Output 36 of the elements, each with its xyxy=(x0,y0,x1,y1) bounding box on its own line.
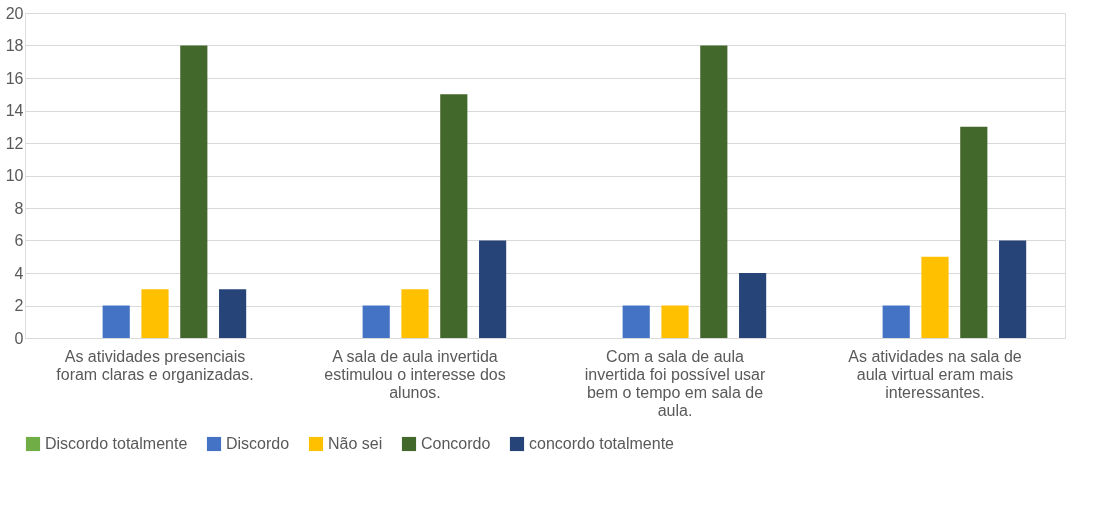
legend-label: concordo totalmente xyxy=(529,435,675,452)
y-tick-label: 4 xyxy=(14,264,24,282)
bar xyxy=(479,240,507,338)
y-tick-label: 6 xyxy=(14,232,24,249)
bar xyxy=(401,289,429,338)
bar xyxy=(219,289,247,338)
y-tick-label: 12 xyxy=(5,134,24,152)
bar xyxy=(960,126,988,338)
bar xyxy=(999,240,1027,338)
bar xyxy=(102,305,130,338)
bar xyxy=(141,289,169,338)
legend-label: Discordo xyxy=(226,435,290,452)
bar xyxy=(700,45,728,338)
y-tick-label: 8 xyxy=(14,199,24,217)
y-tick-label: 2 xyxy=(14,297,24,314)
x-tick-label: As atividades presenciais foram claras e organizadas. xyxy=(56,347,254,383)
bar xyxy=(622,305,650,338)
bar xyxy=(362,305,390,338)
y-tick-label: 20 xyxy=(5,4,24,22)
y-tick-label: 10 xyxy=(5,167,24,184)
y-tick-label: 18 xyxy=(5,37,24,54)
bar xyxy=(739,273,767,338)
x-tick-label: As atividades na sala de aula virtual eram mais interessantes. xyxy=(848,347,1022,401)
x-tick-label: Com a sala de aula invertida foi possível usar bem o tempo em sala de aula. xyxy=(584,347,766,419)
legend-label: Concordo xyxy=(421,435,491,452)
bar xyxy=(180,45,208,338)
bar xyxy=(882,305,910,338)
legend-label: Discordo totalmente xyxy=(45,435,188,452)
x-tick-label: A sala de aula invertida estimulou o interesse dos alunos. xyxy=(324,347,506,401)
legend-label: Não sei xyxy=(328,435,383,452)
y-tick-label: 0 xyxy=(14,329,24,347)
y-tick-label: 16 xyxy=(5,69,24,87)
bar xyxy=(921,256,949,338)
y-tick-label: 14 xyxy=(5,102,24,119)
bar xyxy=(661,305,689,338)
bar xyxy=(440,94,468,338)
